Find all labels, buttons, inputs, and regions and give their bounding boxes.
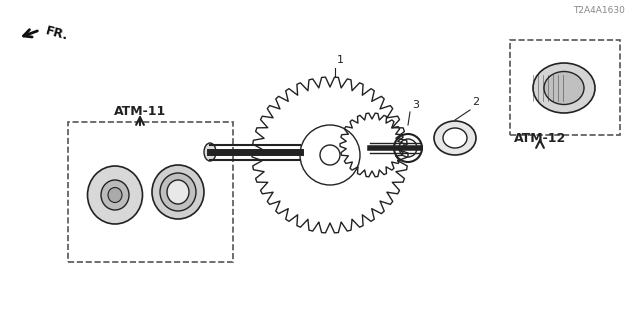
Bar — [510, 40, 620, 135]
Ellipse shape — [434, 121, 476, 155]
Ellipse shape — [152, 165, 204, 219]
Text: ATM-12: ATM-12 — [514, 132, 566, 145]
Text: ATM-11: ATM-11 — [114, 105, 166, 118]
Ellipse shape — [167, 180, 189, 204]
Text: 2: 2 — [472, 97, 479, 107]
Ellipse shape — [443, 128, 467, 148]
Ellipse shape — [101, 180, 129, 210]
Text: 1: 1 — [337, 55, 344, 65]
Text: T2A4A1630: T2A4A1630 — [573, 6, 625, 15]
Ellipse shape — [108, 188, 122, 203]
Text: 3: 3 — [412, 100, 419, 110]
Ellipse shape — [160, 173, 196, 211]
Ellipse shape — [88, 166, 143, 224]
Ellipse shape — [533, 63, 595, 113]
Text: FR.: FR. — [44, 25, 70, 43]
Ellipse shape — [544, 71, 584, 105]
Bar — [68, 122, 233, 262]
Ellipse shape — [204, 143, 216, 161]
